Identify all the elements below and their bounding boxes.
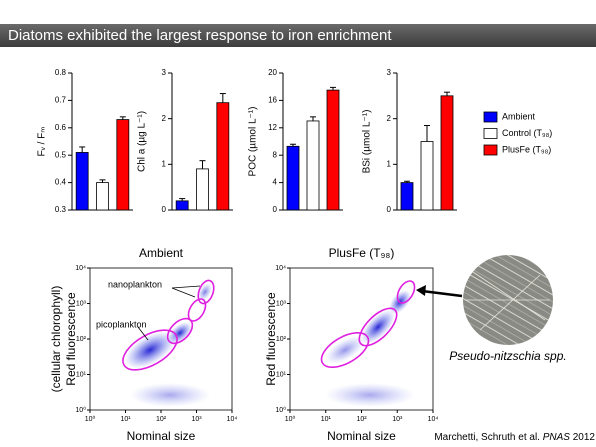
legend-label: PlusFe (T₉₈) [502,144,551,154]
panel-title: PlusFe (T₉₈) [329,246,395,260]
bar [216,102,230,211]
y-axis-label: Red fluorescence [264,292,278,386]
y-tick-label: 16 [268,96,277,105]
y-tick-label: 0.5 [55,150,67,159]
y-tick-label: 10⁰ [75,406,86,414]
y-tick-label: 0.3 [55,205,67,214]
x-tick-label: 10⁰ [85,415,96,423]
y-axis-label: Chl a (µg L⁻¹) [137,111,148,172]
x-tick-label: 10⁴ [428,416,439,423]
gate-ellipses [122,279,416,371]
citation-part: 2012 [570,432,595,443]
y-tick-label: 10³ [276,300,287,307]
annotation-arrows [137,285,201,341]
x-axis-label: Nominal size [127,429,196,443]
x-tick-label: 10⁰ [285,415,296,423]
legend-swatch [483,128,498,139]
image-caption: Pseudo-nitzschia spp. [449,349,566,363]
y-tick-label: 0 [273,205,278,214]
bar [286,145,300,211]
annotation: picoplankton [96,319,147,329]
bar [440,95,454,211]
y-tick-label: 3 [162,68,167,77]
legend-swatch [483,111,498,123]
y-tick-label: 4 [273,178,278,187]
bar [196,168,209,211]
cytometry-density-plusfe [325,290,415,407]
y-tick-label: 10³ [76,300,87,307]
y-tick-label: 10⁴ [75,265,86,272]
bar [400,182,414,211]
slide-title: Diatoms exhibited the largest response t… [8,27,392,44]
y-tick-label: 3 [387,68,392,77]
y-tick-label: 10² [276,336,287,343]
y-tick-label: 1 [162,159,167,168]
bar [326,89,340,211]
y-axis-label: (cellular chlorophyll) [49,286,63,393]
y-tick-label: 20 [268,68,277,77]
y-tick-label: 0.8 [55,68,67,77]
y-axis-label: BSi (µmol L⁻¹) [362,110,373,174]
y-tick-label: 8 [273,150,278,159]
x-tick-label: 10¹ [321,416,332,423]
y-tick-label: 0 [387,205,392,214]
bar [116,119,130,211]
bar [75,152,89,211]
bar [175,200,189,211]
y-tick-label: 0.6 [55,123,67,132]
legend-label: Control (T₉₈) [502,128,552,138]
pointer-arrowhead [416,285,426,296]
y-tick-label: 2 [162,114,167,123]
legend-label: Ambient [502,111,536,121]
y-tick-label: 0.7 [55,96,67,105]
citation-part: Marchetti, Schruth et al. [434,432,542,443]
panel-title: Ambient [139,246,184,260]
y-axis-label: POC (µmol L⁻¹) [248,107,259,177]
x-tick-label: 10³ [191,416,202,423]
bar [420,141,434,211]
y-tick-label: 0 [162,205,167,214]
pointer-arrow [421,289,463,298]
citation-part: PNAS [543,432,571,443]
y-tick-label: 10¹ [276,371,287,378]
y-axis-label: Fᵥ / Fₘ [37,127,48,157]
x-tick-label: 10² [356,416,367,423]
y-tick-label: 2 [387,114,392,123]
y-tick-label: 10² [76,336,87,343]
bar [306,120,320,211]
y-tick-label: 10⁴ [275,265,286,272]
y-tick-label: 1 [387,159,392,168]
y-tick-label: 12 [268,123,277,132]
annotation: nanoplankton [108,279,162,289]
title-bar [0,24,596,47]
diatom-photo-detail [465,269,550,331]
y-tick-label: 10¹ [76,371,87,378]
x-tick-label: 10⁴ [227,416,238,423]
x-tick-label: 10¹ [120,416,131,423]
y-axis-label: Red fluorescence [64,292,78,386]
y-tick-label: 10⁰ [275,406,286,414]
x-tick-label: 10² [156,416,167,423]
y-tick-label: 0.4 [55,178,67,187]
legend-swatch [483,144,498,156]
cytometry-density-ambient [124,282,213,407]
bar [96,182,109,211]
x-tick-label: 10³ [392,416,403,423]
citation: Marchetti, Schruth et al. PNAS 2012 [434,432,595,443]
x-axis-label: Nominal size [327,429,396,443]
